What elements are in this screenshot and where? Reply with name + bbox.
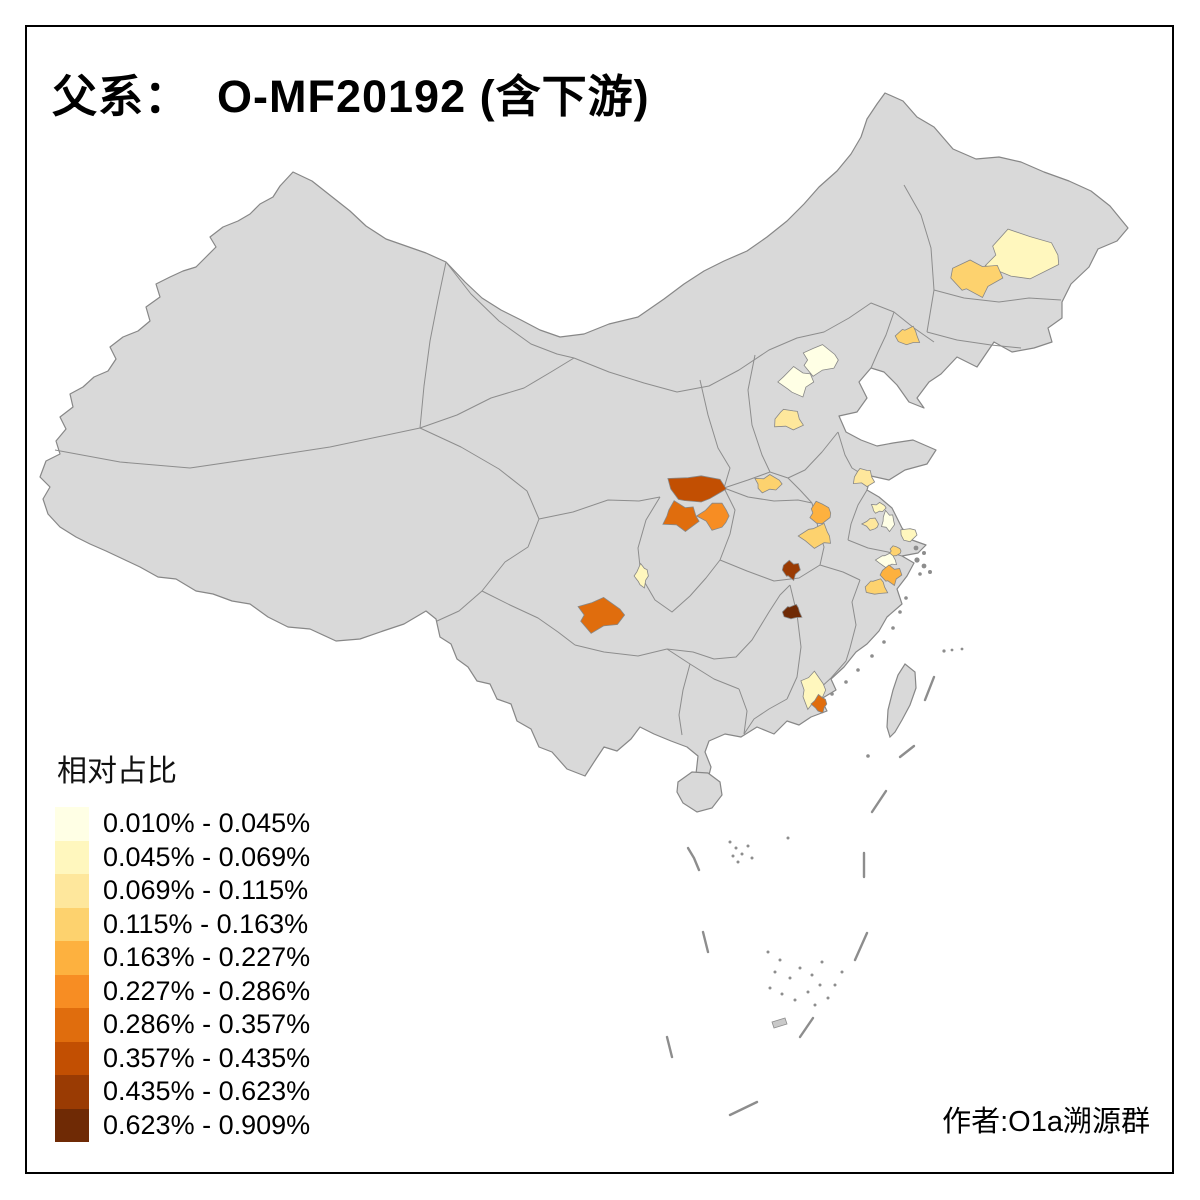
coastal-islands [728, 545, 964, 1029]
map-region-shaanxi-north [667, 475, 727, 503]
legend-label: 0.115% - 0.163% [103, 908, 309, 939]
dash-line-segments [665, 675, 936, 1117]
map-region-henan-west [754, 474, 783, 494]
map-region-hebei-south [774, 408, 804, 431]
map-region-jiangsu-mid [870, 501, 887, 514]
map-region-hubei-dark [781, 559, 801, 582]
legend-label: 0.286% - 0.357% [103, 1009, 311, 1040]
legend-label: 0.163% - 0.227% [103, 942, 311, 973]
legend-item: 0.069% - 0.115% [55, 874, 310, 908]
legend-item: 0.045% - 0.069% [55, 840, 311, 874]
legend-label: 0.010% - 0.045% [103, 808, 311, 839]
legend-swatch [55, 974, 89, 1008]
mainland-outline [39, 92, 1129, 788]
map-region-ne-orange [950, 259, 1004, 299]
legend-item: 0.227% - 0.286% [55, 974, 311, 1008]
map-region-shaanxi-sw [662, 500, 700, 532]
page-title: 父系： O-MF20192 (含下游) [52, 71, 650, 122]
legend-swatch [55, 941, 89, 975]
map-region-jiangsu-yellow [860, 517, 879, 531]
taiwan-island [886, 663, 917, 739]
legend-label: 0.045% - 0.069% [103, 841, 311, 872]
map-region-zhejiang-west [864, 578, 889, 595]
legend-label: 0.623% - 0.909% [103, 1109, 311, 1140]
legend-item: 0.010% - 0.045% [55, 807, 310, 841]
map-region-darkest-south [781, 603, 803, 620]
legend-swatch [55, 807, 89, 841]
map-region-zhejiang-no [889, 545, 902, 557]
map-region-shanghai-pale [900, 528, 918, 543]
legend-item: 0.435% - 0.623% [55, 1075, 310, 1109]
map-region-jiangsu-north [852, 468, 876, 488]
author-credit: 作者:O1a溯源群 [942, 1106, 1150, 1138]
legend: 相对占比 0.010% - 0.045% 0.045% - 0.069% 0.069… [55, 746, 310, 1142]
legend-item: 0.115% - 0.163% [55, 907, 310, 941]
map-region-hubei-yellow [797, 522, 831, 549]
legend-swatch [55, 1008, 89, 1042]
map-region-jiangsu-pale [880, 509, 896, 533]
legend-swatch [55, 840, 89, 874]
legend-item: 0.623% - 0.909% [55, 1108, 311, 1142]
map-region-ne-pale [984, 228, 1060, 280]
legend-swatch [55, 874, 89, 908]
legend-item: 0.357% - 0.435% [55, 1041, 311, 1075]
legend-label: 0.357% - 0.435% [103, 1042, 311, 1073]
legend-items: 0.010% - 0.045% 0.045% - 0.069% 0.069% - 0… [55, 807, 310, 1142]
legend-item: 0.163% - 0.227% [55, 941, 310, 975]
map-region-sichuan-pale [633, 562, 649, 589]
legend-item: 0.286% - 0.357% [55, 1008, 310, 1042]
colored-regions [577, 228, 1060, 714]
province-boundaries [54, 184, 1062, 736]
map-region-hubei-orange [809, 500, 832, 525]
legend-label: 0.435% - 0.623% [103, 1076, 311, 1107]
legend-label: 0.069% - 0.115% [103, 875, 309, 906]
legend-swatch [55, 1108, 89, 1142]
map-base [39, 92, 1129, 813]
legend-title: 相对占比 [57, 755, 177, 788]
legend-swatch [55, 1075, 89, 1109]
hainan-island [676, 771, 723, 813]
map-region-sichuan-orange [577, 596, 626, 634]
map-region-hangzhou [879, 564, 903, 587]
map-region-chaoshan [810, 693, 828, 714]
map-region-nw-of-beijing [777, 365, 815, 398]
map-region-liaoning [894, 325, 921, 346]
legend-swatch [55, 1041, 89, 1075]
legend-label: 0.227% - 0.286% [103, 975, 311, 1006]
map-region-shaanxi-se [695, 502, 730, 531]
legend-swatch [55, 907, 89, 941]
map-region-beijing [802, 344, 839, 377]
